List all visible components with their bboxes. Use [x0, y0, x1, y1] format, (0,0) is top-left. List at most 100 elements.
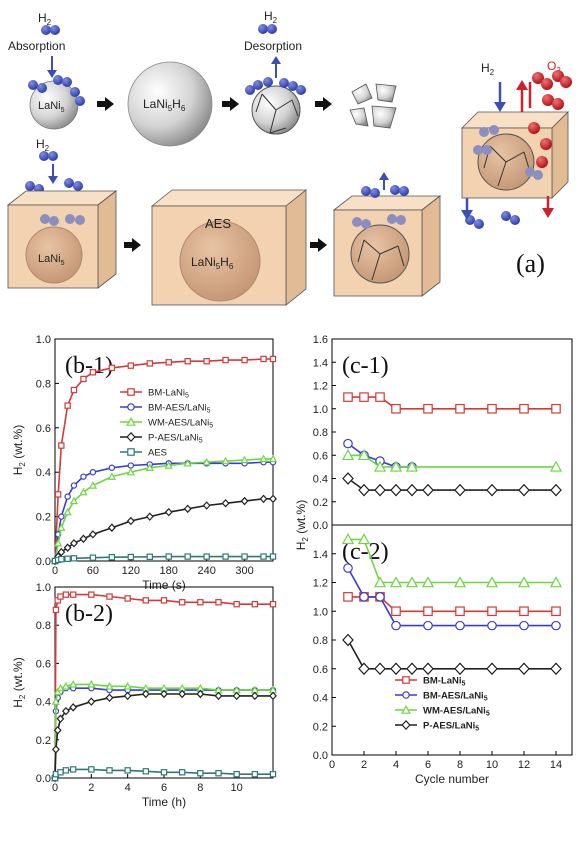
fragmented-particles [349, 83, 397, 129]
x-tick-label: 4 [125, 782, 131, 794]
data-point [51, 697, 61, 705]
legend: BM-LaNi5 BM-AES/LaNi5 WM-AES/LaNi5 P-AES/La… [395, 676, 490, 733]
data-point [389, 460, 403, 472]
x-tick-label: 10 [231, 782, 243, 794]
desorption-label: Desorption [244, 39, 302, 53]
data-point [89, 369, 97, 376]
data-point [422, 483, 434, 497]
right-arrow-icon [97, 97, 114, 111]
h2-down-arrow-icon [494, 82, 506, 112]
data-point [487, 403, 497, 414]
data-point [70, 538, 78, 548]
series-p-aes-lani [51, 494, 277, 566]
series-p-aes-lani [51, 689, 277, 783]
right-arrow-icon [310, 238, 327, 252]
data-point [69, 591, 77, 598]
panel-label: (c-1) [342, 353, 389, 379]
data-point [260, 355, 267, 363]
h2-label-desorption: H2 [264, 9, 278, 25]
data-point [107, 523, 116, 532]
data-point [487, 606, 497, 617]
data-point [268, 454, 278, 463]
down-arrows-below-box [461, 196, 554, 220]
data-point [518, 662, 530, 676]
series-line [54, 461, 273, 562]
data-point [127, 462, 135, 469]
data-point [423, 606, 433, 617]
series-bm-lani [343, 392, 561, 414]
data-point [343, 592, 353, 602]
data-point [390, 483, 402, 497]
y-tick-label: 0.6 [36, 423, 51, 435]
data-point [359, 392, 369, 402]
data-point [124, 595, 131, 602]
data-point [124, 767, 131, 774]
y-axis-title: H2 (wt.%) [11, 425, 27, 475]
series-bm-aes-lani [343, 563, 561, 631]
data-point [63, 543, 72, 552]
data-point [269, 355, 277, 363]
data-point [454, 662, 466, 676]
data-point [126, 516, 135, 526]
y-tick-label: 0.6 [313, 450, 328, 462]
aes-box-right [461, 111, 569, 199]
data-point [375, 392, 385, 402]
data-point [87, 697, 96, 706]
y-tick-label: 0.4 [36, 467, 51, 479]
data-point [62, 591, 70, 598]
legend-marker [402, 676, 410, 684]
data-point [164, 461, 173, 469]
data-point [391, 403, 401, 414]
data-point [233, 600, 240, 608]
data-point [423, 620, 433, 631]
panel-label: (b-2) [65, 601, 113, 627]
data-point [126, 467, 135, 476]
series-line [348, 538, 556, 584]
series-aes [51, 553, 277, 565]
data-point [70, 386, 78, 394]
y-tick-label: 0.8 [36, 620, 51, 632]
data-point [215, 770, 222, 777]
data-point [127, 362, 135, 369]
data-point [69, 766, 77, 773]
data-point [64, 402, 71, 409]
series-line [54, 683, 273, 779]
data-point [343, 438, 353, 449]
data-point [197, 599, 204, 606]
chart-panel-3: 0.0 0.2 0.4 0.6 0.8 1.0 1.2 1.4 0 2 4 6 8 10 12 14 Cycle… [294, 500, 573, 786]
legend: BM-LaNi5 BM-AES/LaNi5 WM-AES/LaNi5 P-AES/La… [120, 388, 213, 459]
x-tick-label: 14 [550, 759, 562, 771]
x-tick-label: 6 [425, 759, 431, 771]
data-point [519, 606, 529, 617]
data-point [222, 356, 229, 364]
y-tick-label: 1.2 [313, 381, 328, 393]
y-axis-title: H2 (wt.%) [294, 500, 310, 550]
data-point [389, 576, 403, 588]
data-point [203, 358, 210, 365]
data-point [53, 687, 62, 696]
data-point [359, 592, 369, 602]
legend-label: WM-AES/LaNi5 [423, 706, 490, 718]
data-point [233, 770, 240, 778]
lani5h6-sphere [127, 61, 213, 147]
y-tick-label: 1.0 [36, 582, 51, 594]
y-tick-label: 0.2 [313, 721, 328, 733]
absorption-label: Absorption [8, 39, 65, 53]
h2-molecule-icon [258, 24, 277, 34]
x-tick-label: 8 [197, 782, 203, 794]
legend-label: AES [148, 448, 167, 459]
series-bm-aes-lani [51, 459, 277, 565]
data-point [146, 360, 153, 367]
legend-label: P-AES/LaNi5 [423, 721, 479, 733]
data-point [215, 599, 222, 606]
y-tick-label: 0.0 [313, 750, 328, 762]
x-tick-label: 6 [161, 782, 167, 794]
data-point [80, 375, 87, 383]
data-point [69, 680, 78, 688]
right-arrow-icon [315, 97, 332, 111]
data-point [343, 563, 353, 573]
data-point [486, 662, 498, 676]
series-wm-aes-lani [341, 533, 563, 588]
data-point [178, 689, 187, 699]
data-point [250, 691, 259, 701]
